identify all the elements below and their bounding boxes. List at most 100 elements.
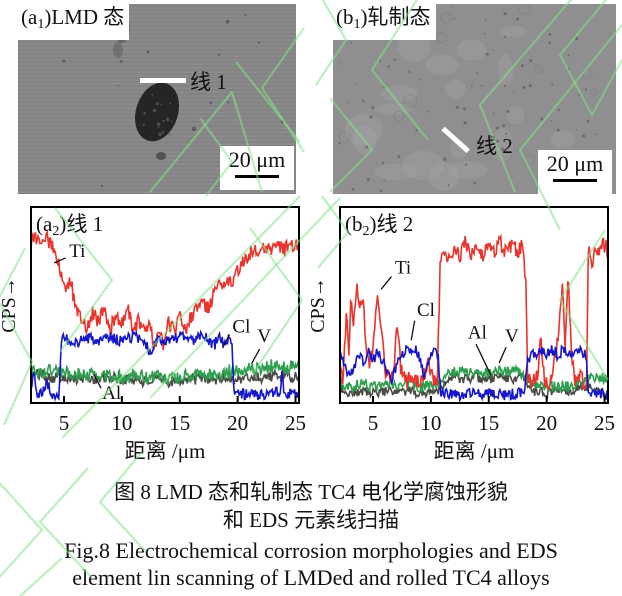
speck	[209, 101, 212, 105]
x-tick-label: 20	[536, 411, 557, 435]
speck	[485, 52, 489, 56]
speck	[529, 59, 533, 63]
speck	[369, 115, 373, 119]
speck	[463, 121, 467, 125]
speck	[492, 50, 495, 52]
speck	[225, 19, 230, 24]
speck	[493, 112, 495, 114]
speck	[379, 189, 383, 192]
annotation-label-Ti: Ti	[69, 241, 85, 262]
speck	[169, 119, 174, 123]
panel-label-sub: 1	[37, 17, 45, 32]
pit-speck	[143, 112, 147, 115]
phase-patch	[402, 150, 445, 180]
corrosion-dot	[156, 152, 166, 160]
speck	[280, 119, 285, 124]
grain-ring	[522, 154, 535, 166]
speck	[365, 145, 369, 149]
speck	[355, 83, 357, 85]
phase-patch	[445, 79, 467, 99]
x-tick-label: 25	[285, 411, 306, 435]
eds-chart-line1: 5 10 15 20 25 距离 /μm CPS→ (a2)线 1Ti Cl V Al	[0, 206, 306, 463]
speck	[387, 65, 390, 68]
speck	[347, 101, 349, 104]
speck	[450, 5, 452, 8]
speck	[447, 184, 450, 187]
grain-ring	[435, 31, 447, 44]
speck	[595, 133, 597, 135]
speck	[503, 35, 507, 38]
speck	[550, 120, 553, 122]
x-tick-label: 15	[478, 411, 499, 435]
speck	[408, 70, 411, 74]
speck	[480, 84, 483, 87]
caption-en-line2: element lin scanning of LMDed and rolled…	[72, 565, 550, 590]
speck	[578, 93, 581, 96]
sem-micrograph-rolled: (b1)轧制态 线 2 20 μm	[333, 4, 616, 194]
phase-patch	[506, 106, 525, 125]
speck	[540, 117, 544, 121]
pit-speck	[165, 117, 170, 122]
phase-patch	[428, 162, 460, 191]
pit-speck	[157, 126, 160, 129]
speck	[567, 68, 571, 71]
speck	[244, 14, 247, 17]
scan-line-1-marker	[140, 78, 186, 83]
panel-label-text: (a	[21, 5, 38, 29]
scale-bar-b1: 20 μm	[538, 150, 612, 194]
annotation-label-Al: Al	[468, 322, 487, 343]
chart-panel-label: (a2)线 1	[36, 212, 103, 239]
speck	[382, 85, 386, 88]
speck	[551, 83, 554, 86]
speck	[393, 58, 396, 61]
speck	[381, 161, 385, 165]
annotation-leader-Ti	[380, 276, 393, 290]
annotation-leader-Cl	[410, 320, 416, 341]
speck	[415, 129, 418, 132]
speck	[484, 33, 486, 35]
corrosion-dot	[191, 126, 197, 132]
speck	[512, 91, 515, 93]
phase-patch	[425, 54, 459, 75]
phase-patch	[550, 130, 576, 149]
panel-label-text: (b	[336, 5, 354, 29]
scan-line-2-label: 线 2	[476, 134, 513, 158]
caption-zh-line2: 和 EDS 元素线扫描	[222, 508, 400, 532]
speck	[419, 78, 421, 81]
x-tick-label: 5	[59, 411, 70, 435]
pit-speck	[156, 102, 159, 106]
x-tick-label: 25	[594, 411, 615, 435]
speck	[586, 119, 590, 123]
grain-ring	[440, 12, 452, 24]
panel-label-text: )LMD 态	[44, 5, 125, 29]
speck	[339, 63, 342, 65]
speck	[351, 188, 355, 191]
scale-bar-text: 20 μm	[546, 151, 604, 176]
annotation-label-Al: Al	[102, 383, 121, 404]
pit-speck	[161, 130, 165, 134]
speck	[426, 110, 429, 113]
pit-speck	[151, 93, 154, 96]
speck	[338, 142, 341, 145]
x-axis-label: 距离 /μm	[434, 439, 515, 463]
caption-zh-line1: 图 8 LMD 态和轧制态 TC4 电化学腐蚀形貌	[114, 480, 508, 504]
speck	[503, 85, 506, 87]
speck	[397, 155, 401, 159]
speck	[576, 129, 578, 131]
annotation-label-Cl: Cl	[417, 300, 435, 321]
chart-panel-label: (b2)线 2	[345, 212, 413, 239]
annotation-leader-Al	[475, 343, 492, 376]
phase-patch	[499, 25, 527, 37]
pit-speck	[162, 119, 165, 123]
speck	[502, 124, 506, 128]
speck	[378, 59, 382, 62]
phase-patch	[456, 39, 487, 61]
speck	[455, 105, 459, 109]
speck	[463, 107, 466, 111]
speck	[366, 178, 370, 181]
scan-line-1-label: 线 1	[190, 70, 227, 94]
pit-speck	[160, 103, 162, 105]
annotation-label-V: V	[505, 326, 519, 347]
speck	[575, 37, 579, 40]
y-axis-label: CPS→	[311, 277, 329, 333]
